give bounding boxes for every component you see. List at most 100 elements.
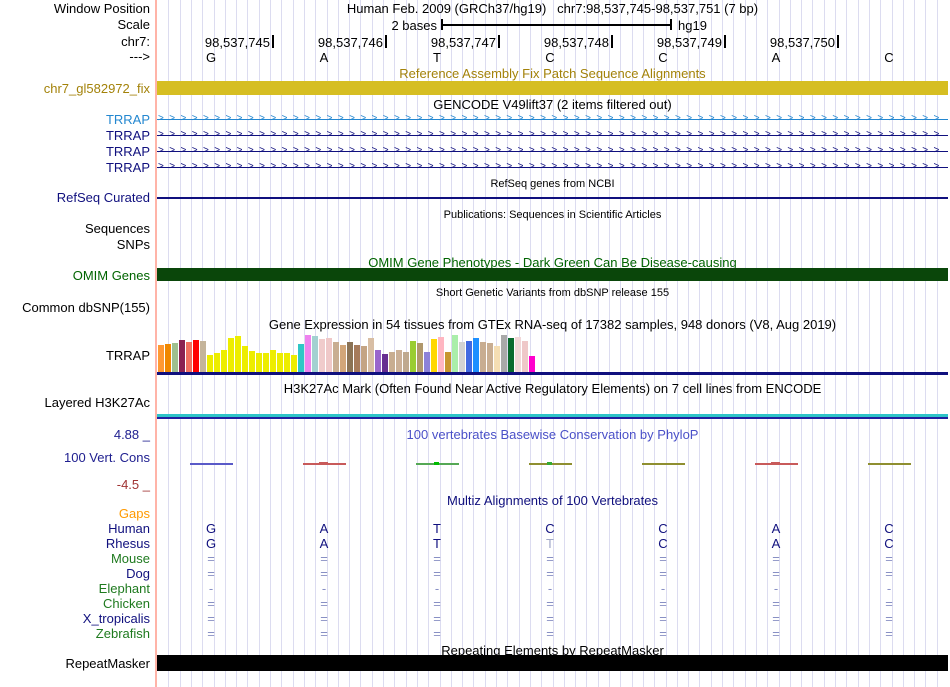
gtex-tissue-bar[interactable] xyxy=(522,341,528,372)
gtex-tissue-bar[interactable] xyxy=(305,335,311,372)
omim-genes-label[interactable]: OMIM Genes xyxy=(72,268,150,283)
multiz-species-label[interactable]: Human xyxy=(108,521,150,536)
refseq-gene-line[interactable] xyxy=(157,197,948,199)
gtex-tissue-bar[interactable] xyxy=(417,343,423,372)
gtex-tissue-bar[interactable] xyxy=(319,339,325,372)
multiz-species-label[interactable]: Mouse xyxy=(110,551,150,566)
gencode-transcript-row[interactable]: >>>>>>>>>>>>>>>>>>>>>>>>>>>>>>>>>>>>>>>>… xyxy=(157,144,948,158)
gtex-tissue-bar[interactable] xyxy=(333,342,339,372)
gencode-transcript-row[interactable]: >>>>>>>>>>>>>>>>>>>>>>>>>>>>>>>>>>>>>>>>… xyxy=(157,160,948,174)
publications-title[interactable]: Publications: Sequences in Scientific Ar… xyxy=(443,209,662,221)
multiz-species-label[interactable]: Gaps xyxy=(118,506,150,521)
phylop-title[interactable]: 100 vertebrates Basewise Conservation by… xyxy=(406,427,699,442)
gtex-tissue-bar[interactable] xyxy=(277,353,283,372)
gtex-tissue-bar[interactable] xyxy=(473,338,479,372)
gtex-tissue-bar[interactable] xyxy=(193,340,199,372)
multiz-species-label[interactable]: Elephant xyxy=(98,581,150,596)
gtex-tissue-bar[interactable] xyxy=(410,341,416,372)
sequences-label[interactable]: Sequences xyxy=(84,221,150,236)
gtex-tissue-bar[interactable] xyxy=(214,353,220,372)
gtex-tissue-bar[interactable] xyxy=(165,344,171,372)
h3k27ac-signal-cyan[interactable] xyxy=(157,414,948,417)
gtex-tissue-bar[interactable] xyxy=(235,336,241,372)
gtex-tissue-bar[interactable] xyxy=(200,341,206,372)
gtex-tissue-bar[interactable] xyxy=(263,353,269,372)
gtex-tissue-bar[interactable] xyxy=(221,350,227,372)
multiz-species-label[interactable]: Zebrafish xyxy=(95,626,150,641)
gencode-title[interactable]: GENCODE V49lift37 (2 items filtered out) xyxy=(433,97,672,112)
gtex-tissue-bar[interactable] xyxy=(256,353,262,372)
gtex-title[interactable]: Gene Expression in 54 tissues from GTEx … xyxy=(268,317,837,332)
gtex-tissue-bar[interactable] xyxy=(438,337,444,372)
gtex-tissue-bar[interactable] xyxy=(389,352,395,372)
gtex-tissue-bar[interactable] xyxy=(515,337,521,372)
gtex-tissue-bar[interactable] xyxy=(368,338,374,372)
h3k27ac-title[interactable]: H3K27Ac Mark (Often Found Near Active Re… xyxy=(283,381,822,396)
gtex-tissue-bar[interactable] xyxy=(396,350,402,372)
phylop-track-label[interactable]: 100 Vert. Cons xyxy=(64,450,150,465)
gtex-tissue-bar[interactable] xyxy=(186,342,192,372)
gencode-transcript-row[interactable]: >>>>>>>>>>>>>>>>>>>>>>>>>>>>>>>>>>>>>>>>… xyxy=(157,112,948,126)
gtex-tissue-bar[interactable] xyxy=(228,338,234,372)
fix-patch-label[interactable]: chr7_gl582972_fix xyxy=(43,81,150,96)
gtex-tissue-bar[interactable] xyxy=(529,356,535,372)
gtex-tissue-bar[interactable] xyxy=(445,352,451,372)
gtex-tissue-bar[interactable] xyxy=(249,351,255,372)
gtex-tissue-bar[interactable] xyxy=(270,350,276,372)
gtex-tissue-bar[interactable] xyxy=(459,342,465,372)
gencode-transcript-label[interactable]: TRRAP xyxy=(105,160,150,175)
gtex-tissue-bar[interactable] xyxy=(312,336,318,372)
multiz-species-label[interactable]: X_tropicalis xyxy=(82,611,150,626)
refseq-title[interactable]: RefSeq genes from NCBI xyxy=(490,178,615,190)
omim-gene-bar[interactable] xyxy=(157,268,948,281)
gtex-tissue-bar[interactable] xyxy=(179,340,185,372)
gtex-tissue-bar[interactable] xyxy=(354,345,360,372)
repeatmasker-label[interactable]: RepeatMasker xyxy=(65,656,150,671)
fix-patch-title[interactable]: Reference Assembly Fix Patch Sequence Al… xyxy=(399,66,706,81)
gtex-tissue-bar[interactable] xyxy=(424,352,430,372)
h3k27ac-label[interactable]: Layered H3K27Ac xyxy=(44,395,150,410)
multiz-cell: = xyxy=(659,611,667,626)
refseq-curated-label[interactable]: RefSeq Curated xyxy=(56,190,150,205)
gencode-transcript-label[interactable]: TRRAP xyxy=(105,112,150,127)
dbsnp-label[interactable]: Common dbSNP(155) xyxy=(22,300,150,315)
gtex-tissue-bar[interactable] xyxy=(466,341,472,372)
repeatmasker-title[interactable]: Repeating Elements by RepeatMasker xyxy=(441,643,664,658)
gtex-tissue-bar[interactable] xyxy=(508,338,514,372)
gtex-gene-label[interactable]: TRRAP xyxy=(105,348,150,363)
gtex-tissue-bar[interactable] xyxy=(158,345,164,372)
multiz-species-label[interactable]: Dog xyxy=(126,566,150,581)
h3k27ac-signal-navy[interactable] xyxy=(157,417,948,419)
dbsnp-title[interactable]: Short Genetic Variants from dbSNP releas… xyxy=(435,287,670,299)
multiz-title[interactable]: Multiz Alignments of 100 Vertebrates xyxy=(446,493,658,508)
gencode-transcript-row[interactable]: >>>>>>>>>>>>>>>>>>>>>>>>>>>>>>>>>>>>>>>>… xyxy=(157,128,948,142)
gtex-tissue-bar[interactable] xyxy=(403,352,409,372)
gtex-tissue-bar[interactable] xyxy=(361,346,367,372)
gtex-tissue-bar[interactable] xyxy=(347,342,353,372)
gtex-tissue-bar[interactable] xyxy=(291,355,297,372)
gtex-tissue-bar[interactable] xyxy=(242,346,248,372)
gencode-transcript-label[interactable]: TRRAP xyxy=(105,144,150,159)
gtex-tissue-bar[interactable] xyxy=(494,346,500,372)
gtex-tissue-bar[interactable] xyxy=(284,353,290,372)
snps-label[interactable]: SNPs xyxy=(116,237,150,252)
gtex-tissue-bar[interactable] xyxy=(431,339,437,372)
omim-title[interactable]: OMIM Gene Phenotypes - Dark Green Can Be… xyxy=(368,255,737,270)
repeatmasker-bar[interactable] xyxy=(157,655,948,671)
gtex-tissue-bar[interactable] xyxy=(375,350,381,372)
gtex-tissue-bar[interactable] xyxy=(207,355,213,372)
gtex-tissue-bar[interactable] xyxy=(326,338,332,372)
multiz-species-label[interactable]: Chicken xyxy=(103,596,150,611)
gtex-tissue-bar[interactable] xyxy=(382,354,388,372)
gtex-tissue-bar[interactable] xyxy=(452,335,458,372)
gtex-tissue-bar[interactable] xyxy=(298,344,304,372)
chrom-label: chr7: xyxy=(121,34,150,49)
gtex-tissue-bar[interactable] xyxy=(480,342,486,372)
multiz-species-label[interactable]: Rhesus xyxy=(105,536,150,551)
gtex-tissue-bar[interactable] xyxy=(487,343,493,372)
gtex-tissue-bar[interactable] xyxy=(172,343,178,372)
gtex-tissue-bar[interactable] xyxy=(340,345,346,372)
gtex-tissue-bar[interactable] xyxy=(501,335,507,372)
gencode-transcript-label[interactable]: TRRAP xyxy=(105,128,150,143)
fix-patch-bar[interactable] xyxy=(157,81,948,95)
